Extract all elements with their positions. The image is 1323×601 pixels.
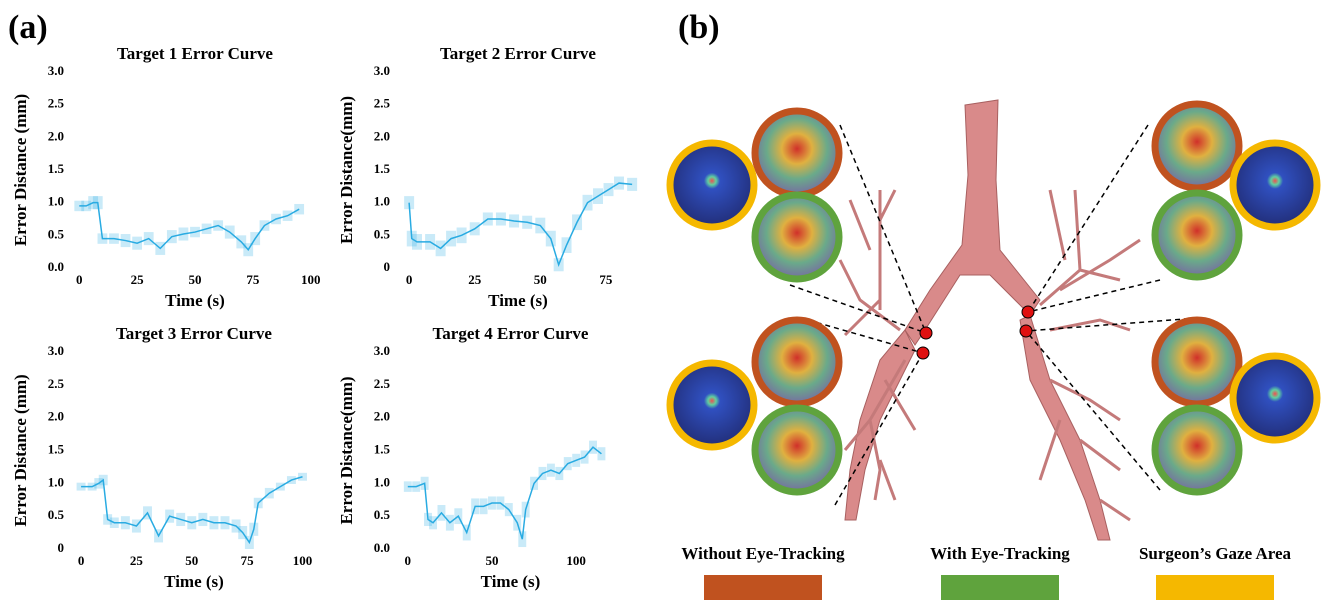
y-tick-label: 3.0: [374, 343, 390, 358]
charts: Target 1 Error Curve Time (s) Error Distan…: [11, 44, 632, 591]
panel-b: (b): [670, 9, 1317, 600]
x-axis-label: Time (s): [165, 291, 225, 310]
y-tick-label: 0.5: [374, 507, 391, 522]
x-tick-label: 75: [241, 553, 255, 568]
x-tick-label: 0: [405, 553, 412, 568]
y-tick-label: 2.5: [48, 96, 65, 111]
legend-swatch: [704, 575, 822, 600]
x-axis-label: Time (s): [164, 572, 224, 591]
panel-label: (a): [8, 9, 48, 46]
figure: (a) Target 1 Error Curve Time (s) Error Di…: [0, 0, 1323, 601]
y-tick-label: 1.5: [374, 441, 391, 456]
y-tick-label: 3.0: [374, 63, 390, 78]
y-tick-label: 2.0: [48, 409, 64, 424]
chart-title: Target 4 Error Curve: [433, 324, 589, 343]
x-tick-label: 100: [301, 272, 321, 287]
y-tick-label: 0.5: [48, 507, 65, 522]
y-tick-label: 3.0: [48, 343, 64, 358]
x-tick-label: 50: [189, 272, 202, 287]
y-tick-label: 3.0: [48, 63, 64, 78]
y-tick-label: 0: [384, 259, 391, 274]
panel-label: (b): [678, 9, 720, 46]
y-tick-label: 2.5: [48, 376, 65, 391]
y-tick-label: 2.5: [374, 96, 391, 111]
y-tick-label: 0.0: [374, 540, 390, 555]
y-tick-label: 1.0: [374, 474, 390, 489]
legend-label: Surgeon’s Gaze Area: [1139, 544, 1292, 563]
y-tick-label: 1.5: [48, 161, 65, 176]
x-tick-label: 50: [185, 553, 198, 568]
chart-title: Target 1 Error Curve: [117, 44, 273, 63]
x-tick-label: 75: [599, 272, 613, 287]
x-tick-label: 100: [566, 553, 586, 568]
x-tick-label: 0: [78, 553, 85, 568]
x-tick-label: 0: [76, 272, 83, 287]
y-tick-label: 2.5: [374, 376, 391, 391]
y-tick-label: 0.5: [374, 226, 391, 241]
legend-swatch: [941, 575, 1059, 600]
x-tick-label: 25: [131, 272, 145, 287]
x-axis-label: Time (s): [488, 291, 548, 310]
y-axis-label: Error Distance (mm): [11, 94, 30, 246]
x-tick-label: 75: [246, 272, 260, 287]
line: [81, 477, 302, 543]
x-tick-label: 100: [293, 553, 313, 568]
chart-title: Target 3 Error Curve: [116, 324, 272, 343]
y-tick-label: 1.0: [48, 474, 64, 489]
x-tick-label: 50: [485, 553, 498, 568]
y-tick-label: 0.0: [48, 259, 64, 274]
legend-swatch: [1156, 575, 1274, 600]
y-tick-label: 1.0: [374, 194, 390, 209]
y-tick-label: 1.0: [48, 194, 64, 209]
y-tick-label: 1.5: [374, 161, 391, 176]
y-tick-label: 2.0: [374, 128, 390, 143]
chart-title: Target 2 Error Curve: [440, 44, 596, 63]
x-tick-label: 50: [534, 272, 547, 287]
y-tick-label: 1.5: [48, 441, 65, 456]
legend-label: Without Eye-Tracking: [681, 544, 845, 563]
y-tick-label: 2.0: [374, 409, 390, 424]
y-tick-label: 2.0: [48, 128, 64, 143]
x-tick-label: 25: [468, 272, 482, 287]
y-axis-label: Error Distance (mm): [11, 374, 30, 526]
y-axis-label: Error Distance(mm): [337, 376, 356, 524]
legend-label: With Eye-Tracking: [930, 544, 1070, 563]
x-tick-label: 25: [130, 553, 144, 568]
x-axis-label: Time (s): [481, 572, 541, 591]
x-tick-label: 0: [406, 272, 413, 287]
y-tick-label: 0: [58, 540, 65, 555]
y-tick-label: 0.5: [48, 226, 65, 241]
legend: Without Eye-Tracking With Eye-Tracking Sur…: [681, 544, 1291, 600]
y-axis-label: Error Distance(mm): [337, 96, 356, 244]
